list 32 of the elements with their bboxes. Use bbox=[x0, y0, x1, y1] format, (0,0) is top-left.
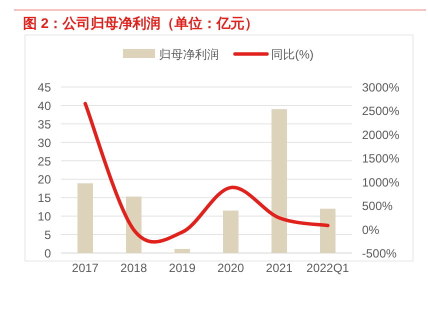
y-tick-label: 5 bbox=[44, 228, 52, 242]
y-tick-label: 20 bbox=[38, 172, 52, 187]
y-tick-label: 35 bbox=[38, 117, 52, 132]
x-tick-label: 2018 bbox=[120, 261, 148, 275]
y2-tick-label: 0% bbox=[362, 222, 380, 237]
bar bbox=[222, 210, 239, 253]
y-tick-label: 30 bbox=[38, 136, 52, 150]
x-tick-label: 2019 bbox=[168, 261, 196, 275]
y2-tick-label: 1500% bbox=[362, 152, 400, 166]
bar bbox=[77, 183, 94, 253]
bar bbox=[174, 248, 190, 253]
bar bbox=[271, 109, 288, 253]
y-tick-label: 40 bbox=[38, 98, 52, 113]
y2-tick-label: -500% bbox=[362, 246, 398, 260]
y-tick-label: 25 bbox=[38, 154, 52, 168]
y2-tick-label: 2500% bbox=[362, 104, 400, 118]
x-tick-label: 2021 bbox=[266, 261, 293, 275]
title: 图 2：公司归母净利润（单位：亿元） bbox=[23, 15, 259, 31]
y-tick-label: 45 bbox=[38, 80, 52, 94]
legend-label: 同比(%) bbox=[271, 48, 314, 62]
y2-tick-label: 500% bbox=[362, 199, 394, 214]
x-tick-label: 2017 bbox=[72, 261, 99, 275]
y-tick-label: 15 bbox=[38, 191, 52, 206]
bar bbox=[320, 208, 336, 253]
y-tick-label: 10 bbox=[38, 210, 52, 224]
x-tick-label: 2022Q1 bbox=[306, 261, 350, 275]
y2-tick-label: 2000% bbox=[362, 128, 400, 142]
y-tick-label: 0 bbox=[44, 246, 52, 260]
y2-tick-label: 3000% bbox=[362, 80, 400, 94]
y2-tick-label: 1000% bbox=[362, 175, 400, 190]
x-tick-label: 2020 bbox=[217, 261, 244, 275]
legend-label: 归母净利润 bbox=[159, 48, 219, 62]
